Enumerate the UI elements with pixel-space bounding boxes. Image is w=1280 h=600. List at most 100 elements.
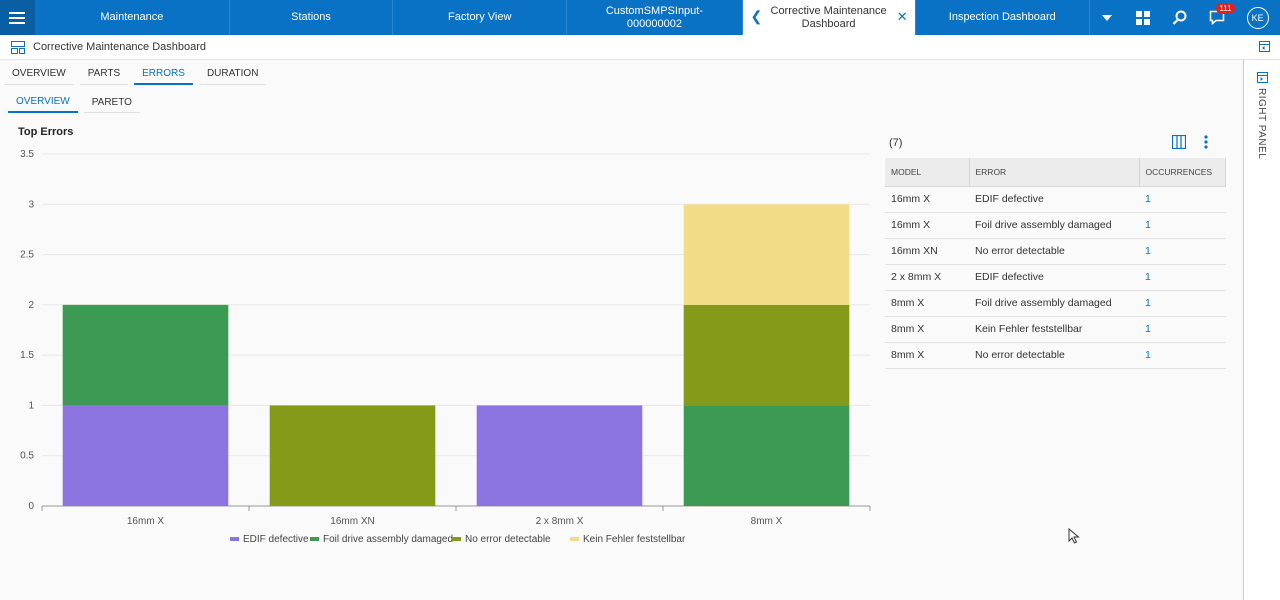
legend-label: Kein Fehler feststellbar bbox=[583, 534, 686, 545]
errors-table: MODEL ERROR OCCURRENCES 16mm X EDIF defec… bbox=[885, 158, 1226, 369]
bar-kein-fehler-feststellbar bbox=[683, 204, 850, 305]
column-header-error[interactable]: ERROR bbox=[969, 158, 1140, 187]
cell-error: Foil drive assembly damaged bbox=[969, 290, 1139, 317]
legend-swatch bbox=[310, 537, 319, 541]
notifications-button[interactable]: 111 bbox=[1198, 0, 1235, 35]
cell-occurrences: 1 bbox=[1139, 186, 1226, 213]
legend-label: Foil drive assembly damaged bbox=[323, 534, 453, 545]
table-row[interactable]: 16mm XN No error detectable 1 bbox=[885, 238, 1226, 265]
menu-icon bbox=[9, 11, 26, 24]
avatar: KE bbox=[1246, 6, 1269, 29]
right-panel-label[interactable]: RIGHT PANEL bbox=[1256, 88, 1267, 160]
y-tick-label: 3.5 bbox=[20, 149, 34, 160]
cell-error: Kein Fehler feststellbar bbox=[969, 316, 1139, 343]
bar-foil-drive-assembly-damaged bbox=[62, 304, 229, 406]
cell-model: 16mm X bbox=[885, 186, 969, 213]
search-button[interactable] bbox=[1162, 0, 1199, 35]
cell-model: 8mm X bbox=[885, 342, 969, 369]
bar-edif-defective bbox=[62, 405, 229, 506]
legend-swatch bbox=[230, 537, 239, 541]
x-tick-label: 8mm X bbox=[751, 516, 783, 527]
right-panel: RIGHT PANEL bbox=[1243, 60, 1280, 600]
chart-title: Top Errors bbox=[18, 126, 74, 138]
table-row[interactable]: 16mm X Foil drive assembly damaged 1 bbox=[885, 212, 1226, 239]
top-navigation-bar: Maintenance Stations Factory View Custom… bbox=[0, 0, 1280, 35]
y-tick-label: 1.5 bbox=[20, 350, 34, 361]
cell-occurrences: 1 bbox=[1139, 264, 1226, 291]
x-tick-label: 2 x 8mm X bbox=[536, 516, 584, 527]
tab-corrective-maintenance-dashboard[interactable]: ❮ Corrective Maintenance Dashboard ✕ bbox=[742, 0, 916, 35]
more-options-icon[interactable] bbox=[1204, 135, 1208, 149]
legend-label: No error detectable bbox=[465, 534, 551, 545]
cell-occurrences: 1 bbox=[1139, 316, 1226, 343]
tab-duration[interactable]: DURATION bbox=[198, 63, 267, 85]
page-title: Corrective Maintenance Dashboard bbox=[33, 41, 207, 53]
table-header-row: MODEL ERROR OCCURRENCES bbox=[885, 158, 1226, 187]
user-menu-button[interactable]: KE bbox=[1235, 0, 1280, 35]
panel-toggle-icon[interactable] bbox=[1259, 41, 1270, 52]
row-count: (7) bbox=[889, 137, 903, 149]
tabs-dropdown-button[interactable] bbox=[1090, 0, 1125, 35]
legend-swatch bbox=[570, 537, 579, 541]
cell-model: 8mm X bbox=[885, 290, 969, 317]
mouse-cursor-icon bbox=[1068, 528, 1080, 544]
y-tick-label: 1 bbox=[28, 400, 34, 411]
tab-parts[interactable]: PARTS bbox=[79, 63, 129, 85]
hamburger-menu-button[interactable] bbox=[0, 0, 35, 35]
cell-model: 8mm X bbox=[885, 316, 969, 343]
dashboard-icon bbox=[11, 40, 25, 54]
tab-errors[interactable]: ERRORS bbox=[134, 63, 193, 85]
cell-occurrences: 1 bbox=[1139, 342, 1226, 369]
column-header-model[interactable]: MODEL bbox=[885, 158, 970, 187]
y-tick-label: 0 bbox=[28, 501, 34, 512]
legend-swatch bbox=[452, 537, 461, 541]
notification-badge: 111 bbox=[1216, 3, 1235, 14]
table-row[interactable]: 8mm X Foil drive assembly damaged 1 bbox=[885, 290, 1226, 317]
subtab-pareto[interactable]: PARETO bbox=[83, 92, 140, 113]
cell-error: EDIF defective bbox=[969, 264, 1139, 291]
cell-occurrences: 1 bbox=[1139, 212, 1226, 239]
x-tick-label: 16mm XN bbox=[330, 516, 374, 527]
tab-stations[interactable]: Stations bbox=[230, 0, 394, 35]
x-tick-label: 16mm X bbox=[127, 516, 165, 527]
apps-grid-button[interactable] bbox=[1125, 0, 1162, 35]
columns-icon[interactable] bbox=[1172, 135, 1186, 149]
tab-inspection-dashboard[interactable]: Inspection Dashboard bbox=[916, 0, 1090, 35]
cell-error: Foil drive assembly damaged bbox=[969, 212, 1139, 239]
y-tick-label: 2 bbox=[28, 300, 34, 311]
table-row[interactable]: 2 x 8mm X EDIF defective 1 bbox=[885, 264, 1226, 291]
chevron-left-icon[interactable]: ❮ bbox=[750, 8, 763, 24]
legend-label: EDIF defective bbox=[243, 534, 309, 545]
y-tick-label: 0.5 bbox=[20, 451, 34, 462]
page-header: Corrective Maintenance Dashboard bbox=[0, 35, 1280, 60]
caret-down-icon bbox=[1102, 14, 1113, 21]
tab-factory-view[interactable]: Factory View bbox=[393, 0, 568, 35]
tab-maintenance[interactable]: Maintenance bbox=[35, 0, 230, 35]
cell-error: No error detectable bbox=[969, 238, 1139, 265]
bar-foil-drive-assembly-damaged bbox=[683, 405, 850, 506]
y-tick-label: 2.5 bbox=[20, 250, 34, 261]
grid-icon bbox=[1136, 10, 1151, 25]
cell-error: No error detectable bbox=[969, 342, 1139, 369]
search-icon bbox=[1173, 10, 1187, 25]
cell-model: 16mm X bbox=[885, 212, 969, 239]
bar-no-error-detectable bbox=[683, 304, 850, 406]
cell-occurrences: 1 bbox=[1139, 238, 1226, 265]
table-toolbar bbox=[1172, 135, 1208, 149]
tab-custom-smps-input[interactable]: CustomSMPSInput- 000000002 bbox=[567, 0, 743, 35]
tab-overview[interactable]: OVERVIEW bbox=[4, 63, 74, 85]
close-icon[interactable]: ✕ bbox=[896, 9, 908, 24]
column-header-occurrences[interactable]: OCCURRENCES bbox=[1139, 158, 1226, 187]
subtab-overview[interactable]: OVERVIEW bbox=[8, 92, 78, 113]
table-row[interactable]: 16mm X EDIF defective 1 bbox=[885, 186, 1226, 213]
bar-edif-defective bbox=[476, 405, 643, 506]
table-row[interactable]: 8mm X No error detectable 1 bbox=[885, 342, 1226, 369]
expand-panel-icon[interactable] bbox=[1257, 72, 1268, 83]
cell-error: EDIF defective bbox=[969, 186, 1139, 213]
bar-no-error-detectable bbox=[269, 405, 436, 506]
cell-model: 16mm XN bbox=[885, 238, 969, 265]
table-row[interactable]: 8mm X Kein Fehler feststellbar 1 bbox=[885, 316, 1226, 343]
main-tabs: OVERVIEW PARTS ERRORS DURATION bbox=[4, 63, 272, 85]
cell-occurrences: 1 bbox=[1139, 290, 1226, 317]
top-errors-chart: 0 0.5 1 1.5 2 2.5 3 3.5 16mm X 16mm XN 2 x 8mm X 8m… bbox=[20, 149, 871, 545]
